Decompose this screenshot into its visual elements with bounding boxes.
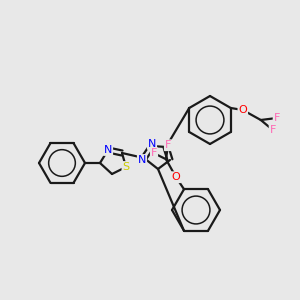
Text: F: F xyxy=(165,140,171,150)
Text: N: N xyxy=(104,145,112,155)
Text: N: N xyxy=(148,139,156,149)
Text: F: F xyxy=(274,113,280,123)
Text: S: S xyxy=(122,162,130,172)
Text: F: F xyxy=(151,148,157,158)
Text: O: O xyxy=(238,105,247,115)
Text: N: N xyxy=(138,155,146,165)
Text: F: F xyxy=(270,125,276,135)
Text: O: O xyxy=(172,172,180,182)
